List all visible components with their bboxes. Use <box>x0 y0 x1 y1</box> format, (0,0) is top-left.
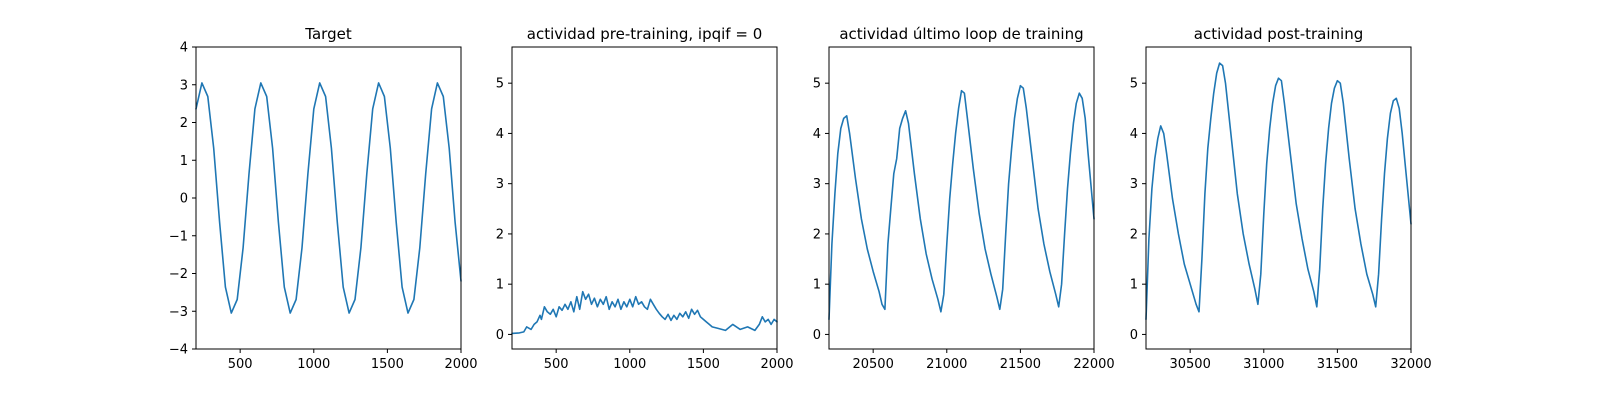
y-tick-label: 0 <box>180 192 188 207</box>
series-line <box>828 84 1095 321</box>
plot-frame <box>511 46 778 350</box>
y-tick-label: 2 <box>496 227 504 242</box>
y-tick-label: 2 <box>1130 227 1138 242</box>
series-line <box>1145 62 1412 321</box>
y-tick-label: 1 <box>813 278 821 293</box>
y-tick-label: 1 <box>496 278 504 293</box>
chart-title: actividad último loop de training <box>839 25 1083 43</box>
y-tick-label: 2 <box>180 116 188 131</box>
x-tick-label: 500 <box>544 357 569 372</box>
panel-last-training-loop: 20500 21000 21500 22000 0 1 2 3 4 5 actividad últi… <box>813 25 1115 372</box>
chart-title: Target <box>304 25 352 43</box>
chart-title: actividad post-training <box>1194 25 1363 43</box>
y-tick-label: 0 <box>496 328 504 343</box>
y-tick-label: 3 <box>1130 177 1138 192</box>
chart-title: actividad pre-training, ipqif = 0 <box>527 25 763 43</box>
x-tick-label: 1500 <box>687 357 720 372</box>
y-tick-label: 4 <box>1130 127 1138 142</box>
y-tick-label: 3 <box>180 78 188 93</box>
y-tick-label: 3 <box>496 177 504 192</box>
y-tick-label: 4 <box>180 41 188 56</box>
series-line <box>195 82 462 314</box>
x-tick-label: 500 <box>228 357 253 372</box>
y-tick-label: 2 <box>813 227 821 242</box>
y-tick-label: 1 <box>180 154 188 169</box>
y-tick-label: −1 <box>169 229 188 244</box>
y-tick-label: −2 <box>169 267 188 282</box>
x-tick-label: 1000 <box>613 357 646 372</box>
panel-target: 500 1000 1500 2000 −4 −3 −2 −1 0 1 2 3 4 Target <box>169 25 478 372</box>
y-tick-label: 5 <box>813 77 821 92</box>
x-tick-label: 20500 <box>852 357 893 372</box>
y-tick-label: 4 <box>496 127 504 142</box>
x-tick-label: 22000 <box>1073 357 1114 372</box>
y-tick-label: 0 <box>813 328 821 343</box>
y-tick-label: 1 <box>1130 278 1138 293</box>
series-line <box>511 290 778 335</box>
y-tick-label: 0 <box>1130 328 1138 343</box>
panel-post-training: 30500 31000 31500 32000 0 1 2 3 4 5 actividad post… <box>1130 25 1432 372</box>
x-tick-label: 32000 <box>1390 357 1431 372</box>
y-tick-label: 5 <box>1130 77 1138 92</box>
x-tick-label: 1500 <box>371 357 404 372</box>
plot-frame <box>828 46 1095 350</box>
plot-frame <box>1145 46 1412 350</box>
x-tick-label: 2000 <box>444 357 477 372</box>
y-tick-label: −4 <box>169 343 188 358</box>
x-tick-label: 2000 <box>760 357 793 372</box>
y-tick-label: 3 <box>813 177 821 192</box>
y-tick-label: −3 <box>169 305 188 320</box>
x-tick-label: 1000 <box>297 357 330 372</box>
x-tick-label: 31000 <box>1243 357 1284 372</box>
x-tick-label: 21500 <box>1000 357 1041 372</box>
x-tick-label: 31500 <box>1317 357 1358 372</box>
y-tick-label: 5 <box>496 77 504 92</box>
x-tick-label: 30500 <box>1169 357 1210 372</box>
panel-pre-training: 500 1000 1500 2000 0 1 2 3 4 5 actividad pre-train… <box>496 25 794 372</box>
y-tick-label: 4 <box>813 127 821 142</box>
x-tick-label: 21000 <box>926 357 967 372</box>
